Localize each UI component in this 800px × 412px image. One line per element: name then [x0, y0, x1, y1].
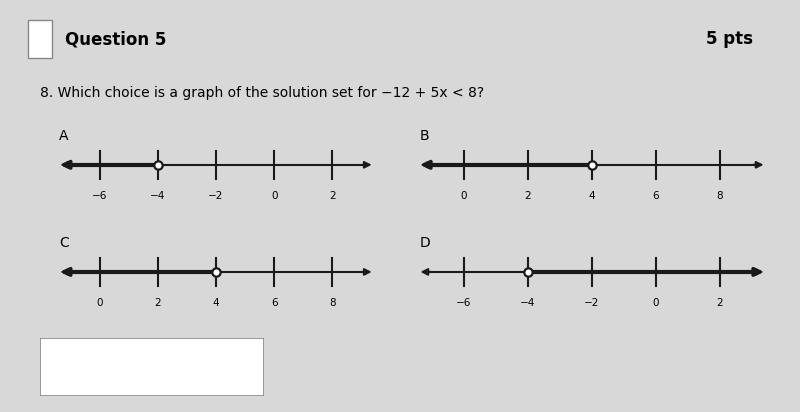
Text: 2: 2 — [154, 298, 161, 308]
Text: 0: 0 — [96, 298, 103, 308]
Text: 4: 4 — [589, 191, 595, 201]
Text: 6: 6 — [271, 298, 278, 308]
Text: 6: 6 — [653, 191, 659, 201]
Text: 5 pts: 5 pts — [706, 30, 754, 48]
Text: −6: −6 — [92, 191, 107, 201]
Text: −6: −6 — [456, 298, 472, 308]
Text: 0: 0 — [461, 191, 467, 201]
Text: 8: 8 — [717, 191, 723, 201]
Text: 2: 2 — [717, 298, 723, 308]
Text: A: A — [59, 129, 69, 143]
Text: 2: 2 — [525, 191, 531, 201]
Text: D: D — [419, 236, 430, 250]
Text: 2: 2 — [329, 191, 336, 201]
Text: 4: 4 — [213, 298, 219, 308]
Text: B: B — [419, 129, 429, 143]
Text: 8: 8 — [329, 298, 336, 308]
Text: −4: −4 — [520, 298, 536, 308]
Text: −4: −4 — [150, 191, 166, 201]
Text: 0: 0 — [653, 298, 659, 308]
Text: Question 5: Question 5 — [66, 30, 166, 48]
Text: 0: 0 — [271, 191, 278, 201]
Text: 8. Which choice is a graph of the solution set for −12 + 5x < 8?: 8. Which choice is a graph of the soluti… — [40, 86, 484, 100]
Text: −2: −2 — [584, 298, 600, 308]
Text: −2: −2 — [208, 191, 224, 201]
Text: C: C — [59, 236, 69, 250]
Bar — [28, 21, 52, 58]
